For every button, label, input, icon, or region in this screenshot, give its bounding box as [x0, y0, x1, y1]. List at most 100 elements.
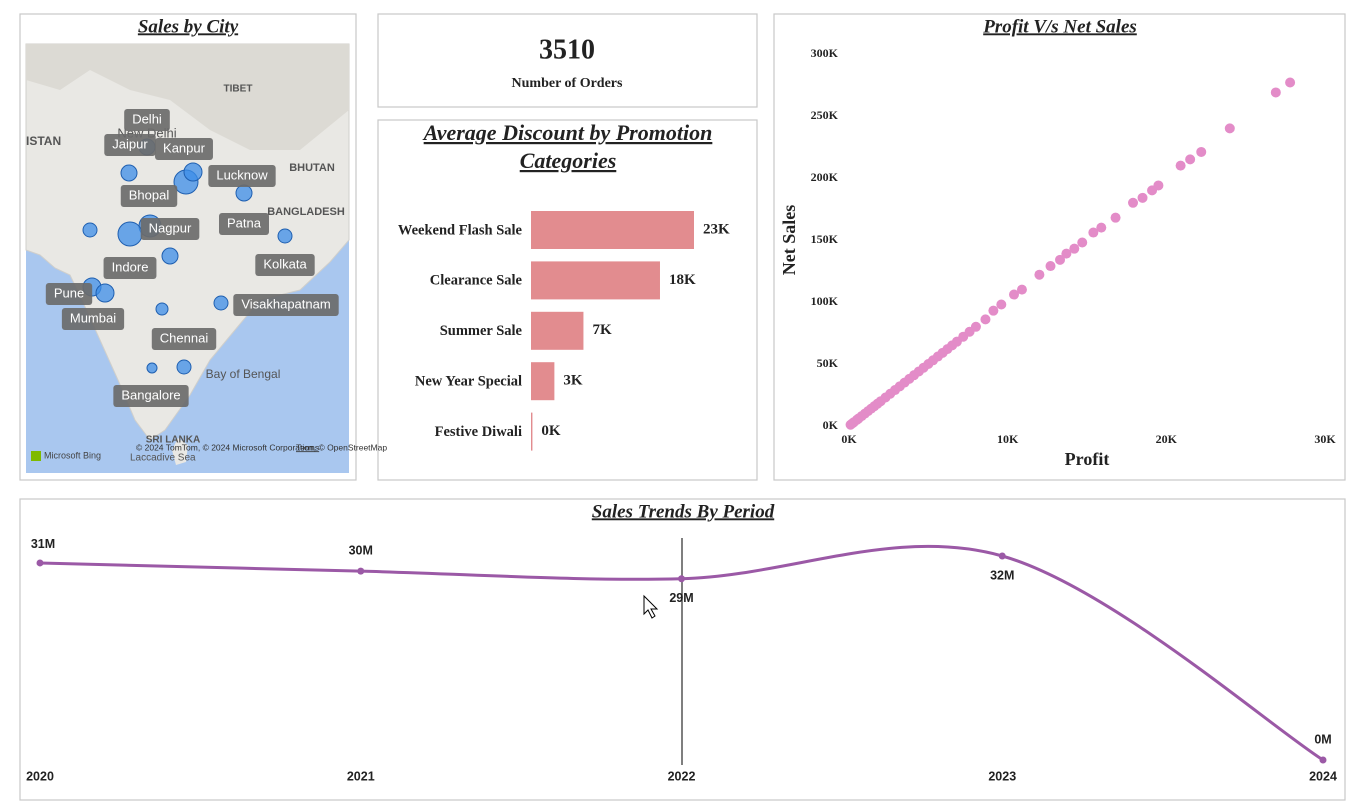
bar	[531, 311, 584, 350]
map-label: Laccadive Sea	[130, 453, 196, 464]
city-bubble	[146, 362, 158, 374]
y-tick-label: 250K	[811, 108, 839, 122]
scatter-panel	[773, 13, 1346, 481]
scatter-point	[970, 321, 981, 332]
scatter-point	[1055, 254, 1066, 265]
city-bubble	[183, 162, 203, 182]
scatter-point	[1016, 284, 1027, 295]
map-title: Sales by City	[138, 16, 239, 37]
x-tick-label: 2024	[1309, 769, 1337, 783]
scatter-point	[1224, 123, 1235, 134]
scatter-point	[1153, 180, 1164, 191]
city-label-bg	[120, 185, 178, 207]
category-label: New Year Special	[415, 374, 522, 390]
y-tick-label: 0K	[823, 418, 839, 432]
city-label: Visakhapatnam	[241, 296, 330, 311]
city-label-bg	[219, 213, 269, 235]
scatter-point	[1285, 77, 1296, 88]
city-label: Kolkata	[263, 256, 307, 271]
map-label: BHUTAN	[289, 162, 335, 174]
scatter-point	[1137, 192, 1148, 203]
line-point	[357, 567, 365, 575]
bar	[531, 412, 533, 451]
city-label: Jaipur	[112, 136, 148, 151]
scatter-point	[1128, 197, 1139, 208]
bar	[531, 211, 694, 249]
scatter-point	[1088, 227, 1099, 238]
category-label: Weekend Flash Sale	[398, 222, 523, 238]
scatter-point	[1061, 248, 1072, 259]
city-label-bg	[61, 308, 125, 330]
y-tick-label: 150K	[811, 232, 839, 246]
city-bubble	[117, 221, 143, 247]
x-tick-label: 2022	[668, 769, 696, 783]
y-tick-label: 300K	[811, 46, 839, 60]
scatter-point	[1096, 222, 1107, 233]
y-tick-label: 200K	[811, 170, 839, 184]
scatter-point	[1045, 261, 1056, 272]
value-label: 3K	[563, 373, 583, 389]
scatter-point	[996, 299, 1007, 310]
city-label: Indore	[112, 259, 149, 274]
attribution-link[interactable]: Terms	[296, 442, 319, 452]
value-label: 29M	[669, 591, 693, 605]
chart-title: Average Discount by Promotion Categories	[422, 120, 713, 173]
city-label-bg	[255, 254, 315, 276]
city-label-bg	[151, 328, 217, 350]
scatter-point	[1009, 289, 1020, 300]
attribution: Microsoft Bing	[44, 450, 101, 460]
city-bubble	[235, 184, 253, 202]
island	[172, 438, 188, 465]
map-label: Bay of Bengal	[206, 367, 281, 381]
bar-panel	[377, 119, 758, 481]
map-label: BANGLADESH	[267, 206, 345, 218]
city-bubble	[161, 247, 179, 265]
x-tick-label: 30K	[1314, 432, 1336, 446]
scatter-point	[1175, 160, 1186, 171]
kpi-value: 3510	[539, 34, 595, 65]
city-label: Nagpur	[149, 220, 192, 235]
chart-title: Sales Trends By Period	[592, 501, 775, 522]
map-label: TIBET	[224, 84, 253, 95]
city-label: Pune	[54, 285, 84, 300]
city-bubble	[120, 164, 138, 182]
city-label: Mumbai	[70, 310, 116, 325]
value-label: 23K	[703, 221, 730, 237]
category-label: Clearance Sale	[430, 273, 523, 289]
value-label: 32M	[990, 568, 1014, 582]
city-label: Patna	[227, 215, 262, 230]
city-label: Bhopal	[129, 187, 170, 202]
cursor	[643, 594, 659, 619]
x-tick-label: 2021	[347, 769, 375, 783]
scatter-point	[988, 305, 999, 316]
city-label-bg	[104, 134, 156, 156]
city-bubble	[95, 283, 115, 303]
city-label-bg	[103, 257, 157, 279]
city-bubble	[155, 302, 169, 316]
bing-logo	[31, 451, 41, 461]
y-tick-label: 100K	[811, 294, 839, 308]
city-bubble	[277, 228, 293, 244]
value-label: 31M	[31, 537, 55, 551]
value-label: 18K	[669, 272, 696, 288]
scatter-point	[980, 314, 991, 325]
bar	[531, 362, 555, 401]
x-tick-label: 10K	[997, 432, 1019, 446]
value-label: 7K	[592, 322, 612, 338]
bar	[531, 261, 660, 300]
city-bubble	[213, 295, 229, 311]
map-label: ISTAN	[26, 134, 61, 148]
x-axis-title: Profit	[1065, 449, 1110, 469]
map-label: SRI LANKA	[146, 435, 200, 446]
line-point	[1319, 756, 1327, 764]
kpi-panel	[377, 13, 758, 108]
city-label-bg	[155, 138, 213, 160]
x-tick-label: 2020	[26, 769, 54, 783]
y-tick-label: 50K	[817, 356, 839, 370]
chart-title: Profit V/s Net Sales	[982, 16, 1137, 37]
category-label: Summer Sale	[440, 323, 523, 339]
scatter-point	[1270, 87, 1281, 98]
